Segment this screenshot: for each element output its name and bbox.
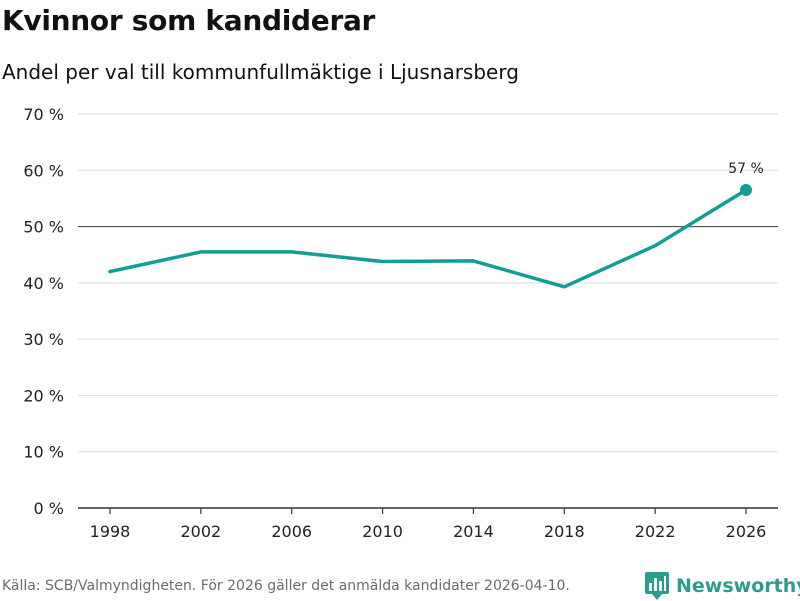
- x-tick-label-2014: 2014: [453, 522, 494, 541]
- y-tick-label-40: 40 %: [23, 274, 64, 293]
- source-note: Källa: SCB/Valmyndigheten. För 2026 gäll…: [2, 578, 570, 594]
- y-tick-label-10: 10 %: [23, 443, 64, 462]
- y-tick-labels: 0 % 10 % 20 % 30 % 40 % 50 % 60 % 70 %: [23, 105, 64, 518]
- x-tick-label-2002: 2002: [180, 522, 221, 541]
- newsworthy-logo-icon: [645, 572, 669, 600]
- x-tick-labels: 1998 2002 2006 2010 2014 2018 2022 2026: [90, 508, 767, 541]
- brand-logo: Newsworthy: [644, 571, 800, 601]
- x-tick-label-2022: 2022: [635, 522, 676, 541]
- y-tick-label-50: 50 %: [23, 218, 64, 237]
- data-point-2026: [740, 183, 752, 196]
- chart-subtitle: Andel per val till kommunfullmäktige i L…: [2, 60, 519, 84]
- gridlines: [78, 113, 778, 509]
- end-data-label: 57 %: [728, 161, 764, 177]
- x-tick-label-2010: 2010: [362, 522, 403, 541]
- y-tick-label-30: 30 %: [23, 330, 64, 349]
- series-line: [108, 188, 748, 289]
- x-tick-label-1998: 1998: [90, 522, 131, 541]
- x-tick-label-2006: 2006: [271, 522, 312, 541]
- x-tick-label-2026: 2026: [726, 522, 767, 541]
- x-tick-label-2018: 2018: [544, 522, 585, 541]
- brand-name: Newsworthy: [676, 575, 800, 597]
- y-tick-label-70: 70 %: [23, 105, 64, 124]
- y-tick-label-20: 20 %: [23, 386, 64, 405]
- chart-title: Kvinnor som kandiderar: [2, 4, 376, 37]
- y-tick-label-0: 0 %: [34, 499, 64, 518]
- y-tick-label-60: 60 %: [23, 161, 64, 180]
- series-women-candidates: 57 %: [108, 161, 764, 289]
